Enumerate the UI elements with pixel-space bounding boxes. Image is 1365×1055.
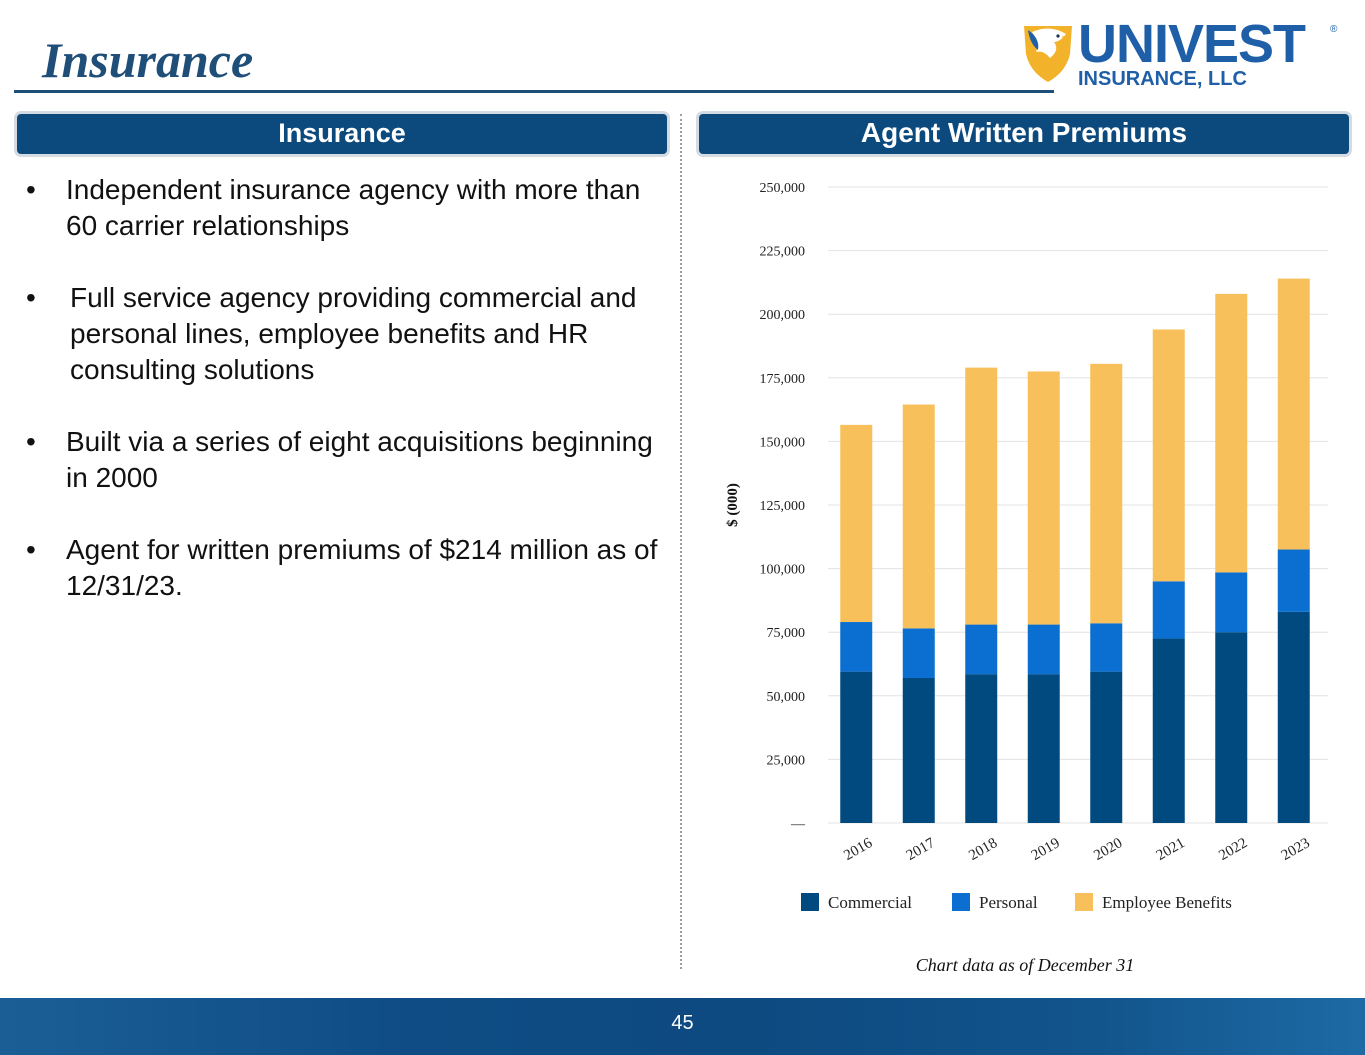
- x-tick-label: 2020: [1091, 835, 1125, 864]
- footer-banner: [0, 998, 1365, 1055]
- bullet-marker: •: [26, 174, 36, 205]
- bullet-text: Full service agency providing commercial…: [70, 282, 637, 385]
- legend-label: Commercial: [828, 893, 912, 912]
- bar-segment-commercial: [1215, 632, 1248, 823]
- eagle-shield-icon: [1024, 26, 1072, 82]
- bar-segment-personal: [902, 628, 935, 678]
- legend-label: Employee Benefits: [1102, 893, 1232, 912]
- y-tick-label: 125,000: [760, 499, 806, 514]
- x-tick-label: 2022: [1216, 835, 1250, 864]
- y-tick-label: 250,000: [760, 181, 806, 196]
- bullet-item: • Full service agency providing commercia…: [26, 280, 666, 388]
- logo-registered-mark: ®: [1330, 24, 1338, 35]
- bar-segment-employee-benefits: [1152, 329, 1185, 582]
- bullet-item: • Built via a series of eight acquisition…: [26, 424, 666, 496]
- bar-segment-personal: [1152, 581, 1185, 639]
- bullet-text: Independent insurance agency with more t…: [66, 174, 641, 241]
- bar-segment-employee-benefits: [965, 367, 998, 625]
- x-tick-label: 2017: [904, 835, 938, 864]
- y-tick-label: —: [790, 817, 806, 832]
- bar-segment-commercial: [1277, 611, 1310, 823]
- x-tick-label: 2023: [1279, 835, 1313, 864]
- bar-segment-personal: [1215, 572, 1248, 633]
- bar-segment-commercial: [1152, 638, 1185, 823]
- univest-logo: UNIVEST ® INSURANCE, LLC: [1020, 14, 1350, 94]
- y-tick-label: 100,000: [760, 563, 806, 578]
- y-tick-label: 175,000: [760, 372, 806, 387]
- x-tick-label: 2019: [1029, 835, 1063, 864]
- bar-segment-employee-benefits: [1277, 278, 1310, 550]
- insurance-bullet-list: • Independent insurance agency with more …: [26, 172, 666, 640]
- y-tick-label: 25,000: [767, 753, 806, 768]
- page-title: Insurance: [42, 32, 254, 88]
- chart-caption: Chart data as of December 31: [915, 955, 1135, 975]
- bar-segment-personal: [1090, 623, 1123, 672]
- bullet-text: Agent for written premiums of $214 milli…: [66, 534, 658, 601]
- bar-segment-employee-benefits: [1215, 293, 1248, 573]
- y-tick-label: 200,000: [760, 308, 806, 323]
- bar-segment-commercial: [840, 671, 873, 823]
- bar-segment-commercial: [902, 677, 935, 823]
- bar-segment-personal: [1027, 624, 1060, 675]
- y-tick-label: 150,000: [760, 435, 806, 450]
- bar-segment-commercial: [965, 674, 998, 823]
- bar-segment-employee-benefits: [840, 424, 873, 623]
- premiums-section-header: Agent Written Premiums: [699, 114, 1349, 154]
- legend-swatch: [801, 893, 819, 911]
- legend-label: Personal: [979, 893, 1038, 912]
- insurance-section-header: Insurance: [17, 114, 667, 154]
- y-tick-label: 75,000: [767, 626, 806, 641]
- panel-divider: [680, 114, 682, 969]
- bar-segment-personal: [1277, 549, 1310, 612]
- bullet-marker: •: [26, 426, 36, 457]
- bar-segment-employee-benefits: [1027, 371, 1060, 625]
- bar-segment-personal: [840, 622, 873, 672]
- bullet-item: • Agent for written premiums of $214 mill…: [26, 532, 666, 604]
- bullet-text: Built via a series of eight acquisitions…: [66, 426, 653, 493]
- bar-segment-employee-benefits: [1090, 363, 1123, 624]
- bar-segment-employee-benefits: [902, 404, 935, 629]
- x-tick-label: 2016: [841, 835, 875, 864]
- x-tick-label: 2018: [966, 835, 1000, 864]
- legend-swatch: [1075, 893, 1093, 911]
- x-tick-label: 2021: [1154, 835, 1188, 864]
- logo-subtitle: INSURANCE, LLC: [1078, 68, 1247, 90]
- logo-wordmark: UNIVEST: [1078, 14, 1306, 74]
- premiums-stacked-bar-chart: — 25,000 50,000 75,000 100,000 125,000 150,000…: [725, 181, 1328, 912]
- page-number: 45: [671, 1012, 694, 1034]
- y-tick-label: 225,000: [760, 245, 806, 260]
- legend-swatch: [952, 893, 970, 911]
- title-underline: [14, 90, 1054, 93]
- bullet-marker: •: [26, 282, 36, 313]
- bar-segment-personal: [965, 624, 998, 675]
- bullet-item: • Independent insurance agency with more …: [26, 172, 666, 244]
- bar-segment-commercial: [1027, 674, 1060, 823]
- y-tick-label: 50,000: [767, 690, 806, 705]
- bullet-marker: •: [26, 534, 36, 565]
- y-axis-title: $ (000): [725, 483, 741, 527]
- bar-segment-commercial: [1090, 671, 1123, 823]
